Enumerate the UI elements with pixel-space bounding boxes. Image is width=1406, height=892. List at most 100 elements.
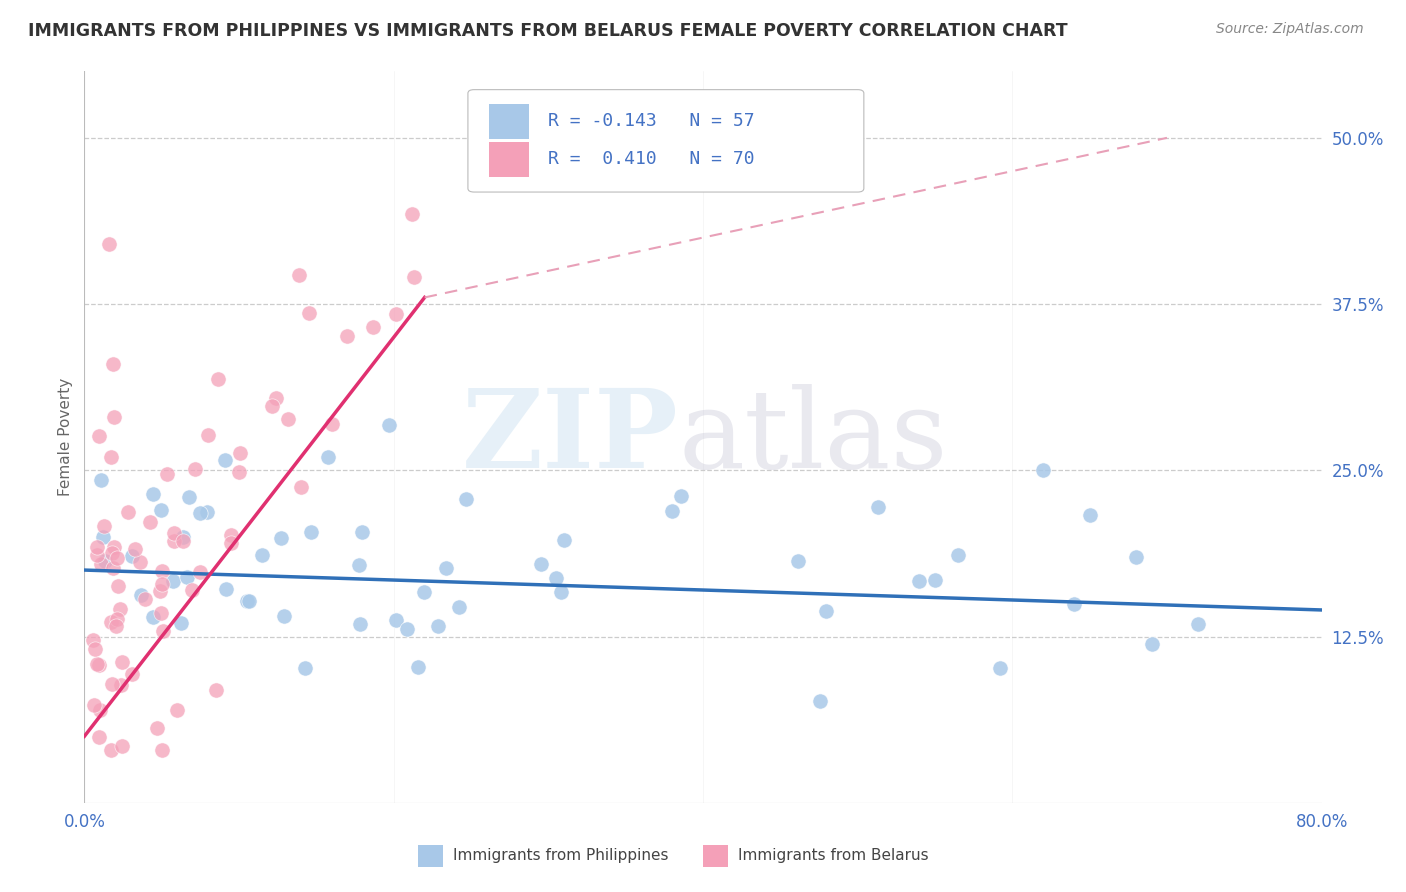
Point: [214, 453, 236, 467]
Point: [105, 551, 128, 566]
Point: [1032, 463, 1054, 477]
Point: [176, 569, 198, 583]
Point: [190, 507, 212, 521]
Point: [264, 391, 287, 405]
Point: [229, 445, 252, 459]
Point: [142, 609, 165, 624]
Point: [129, 588, 152, 602]
Point: [100, 677, 122, 691]
Point: [669, 490, 692, 504]
Point: [361, 320, 384, 334]
Point: [103, 541, 125, 555]
Point: [188, 566, 211, 580]
Point: [294, 660, 316, 674]
Point: [385, 307, 408, 321]
Point: [101, 545, 124, 559]
Point: [117, 505, 139, 519]
Point: [347, 558, 370, 572]
Point: [149, 583, 172, 598]
Text: R = -0.143   N = 57: R = -0.143 N = 57: [548, 112, 755, 130]
Point: [228, 465, 250, 479]
Point: [150, 564, 173, 578]
Text: Immigrants from Philippines: Immigrants from Philippines: [453, 848, 669, 863]
Point: [129, 555, 152, 569]
Point: [402, 270, 425, 285]
Point: [146, 721, 169, 735]
Point: [94, 554, 117, 568]
Point: [110, 678, 132, 692]
Point: [87, 730, 110, 744]
Point: [86, 540, 108, 554]
FancyBboxPatch shape: [489, 142, 529, 177]
Point: [378, 417, 401, 432]
Point: [150, 503, 173, 517]
Point: [434, 561, 457, 575]
FancyBboxPatch shape: [468, 90, 863, 192]
Point: [163, 525, 186, 540]
Point: [142, 487, 165, 501]
Point: [205, 682, 228, 697]
Point: [661, 503, 683, 517]
Point: [91, 530, 114, 544]
Point: [1063, 597, 1085, 611]
Point: [299, 524, 322, 539]
Point: [553, 533, 575, 547]
Point: [336, 329, 359, 343]
Point: [786, 554, 808, 568]
Point: [93, 519, 115, 533]
Point: [1187, 617, 1209, 632]
Point: [207, 372, 229, 386]
Point: [83, 698, 105, 713]
Point: [107, 579, 129, 593]
Point: [150, 606, 173, 620]
Point: [152, 624, 174, 638]
Point: [924, 573, 946, 587]
Point: [236, 594, 259, 608]
Point: [262, 399, 284, 413]
Point: [111, 655, 134, 669]
Point: [150, 577, 173, 591]
Point: [90, 557, 112, 571]
Point: [180, 582, 202, 597]
Point: [1080, 508, 1102, 522]
Point: [288, 268, 311, 283]
Point: [219, 536, 242, 550]
Point: [814, 604, 837, 618]
Point: [316, 450, 339, 465]
Point: [946, 548, 969, 562]
Point: [89, 429, 111, 443]
Point: [195, 505, 218, 519]
FancyBboxPatch shape: [489, 103, 529, 138]
Point: [82, 632, 104, 647]
Point: [808, 694, 831, 708]
Point: [215, 582, 238, 596]
Point: [273, 609, 295, 624]
Text: IMMIGRANTS FROM PHILIPPINES VS IMMIGRANTS FROM BELARUS FEMALE POVERTY CORRELATIO: IMMIGRANTS FROM PHILIPPINES VS IMMIGRANT…: [28, 22, 1067, 40]
Point: [406, 660, 429, 674]
Point: [321, 417, 343, 431]
Point: [1125, 549, 1147, 564]
Point: [108, 602, 131, 616]
Point: [544, 571, 567, 585]
Point: [100, 742, 122, 756]
Point: [172, 533, 194, 548]
Point: [98, 237, 121, 252]
Point: [103, 410, 125, 425]
FancyBboxPatch shape: [419, 846, 443, 867]
Text: Immigrants from Belarus: Immigrants from Belarus: [738, 848, 928, 863]
Point: [449, 599, 471, 614]
Point: [530, 557, 553, 571]
Text: Source: ZipAtlas.com: Source: ZipAtlas.com: [1216, 22, 1364, 37]
Point: [107, 611, 129, 625]
Point: [101, 561, 124, 575]
Point: [139, 515, 162, 529]
Text: atlas: atlas: [678, 384, 948, 491]
Point: [124, 542, 146, 557]
Point: [252, 548, 274, 562]
Point: [86, 548, 108, 562]
Point: [121, 549, 143, 564]
Point: [172, 530, 194, 544]
Point: [427, 619, 450, 633]
Point: [86, 657, 108, 671]
Point: [868, 500, 890, 514]
